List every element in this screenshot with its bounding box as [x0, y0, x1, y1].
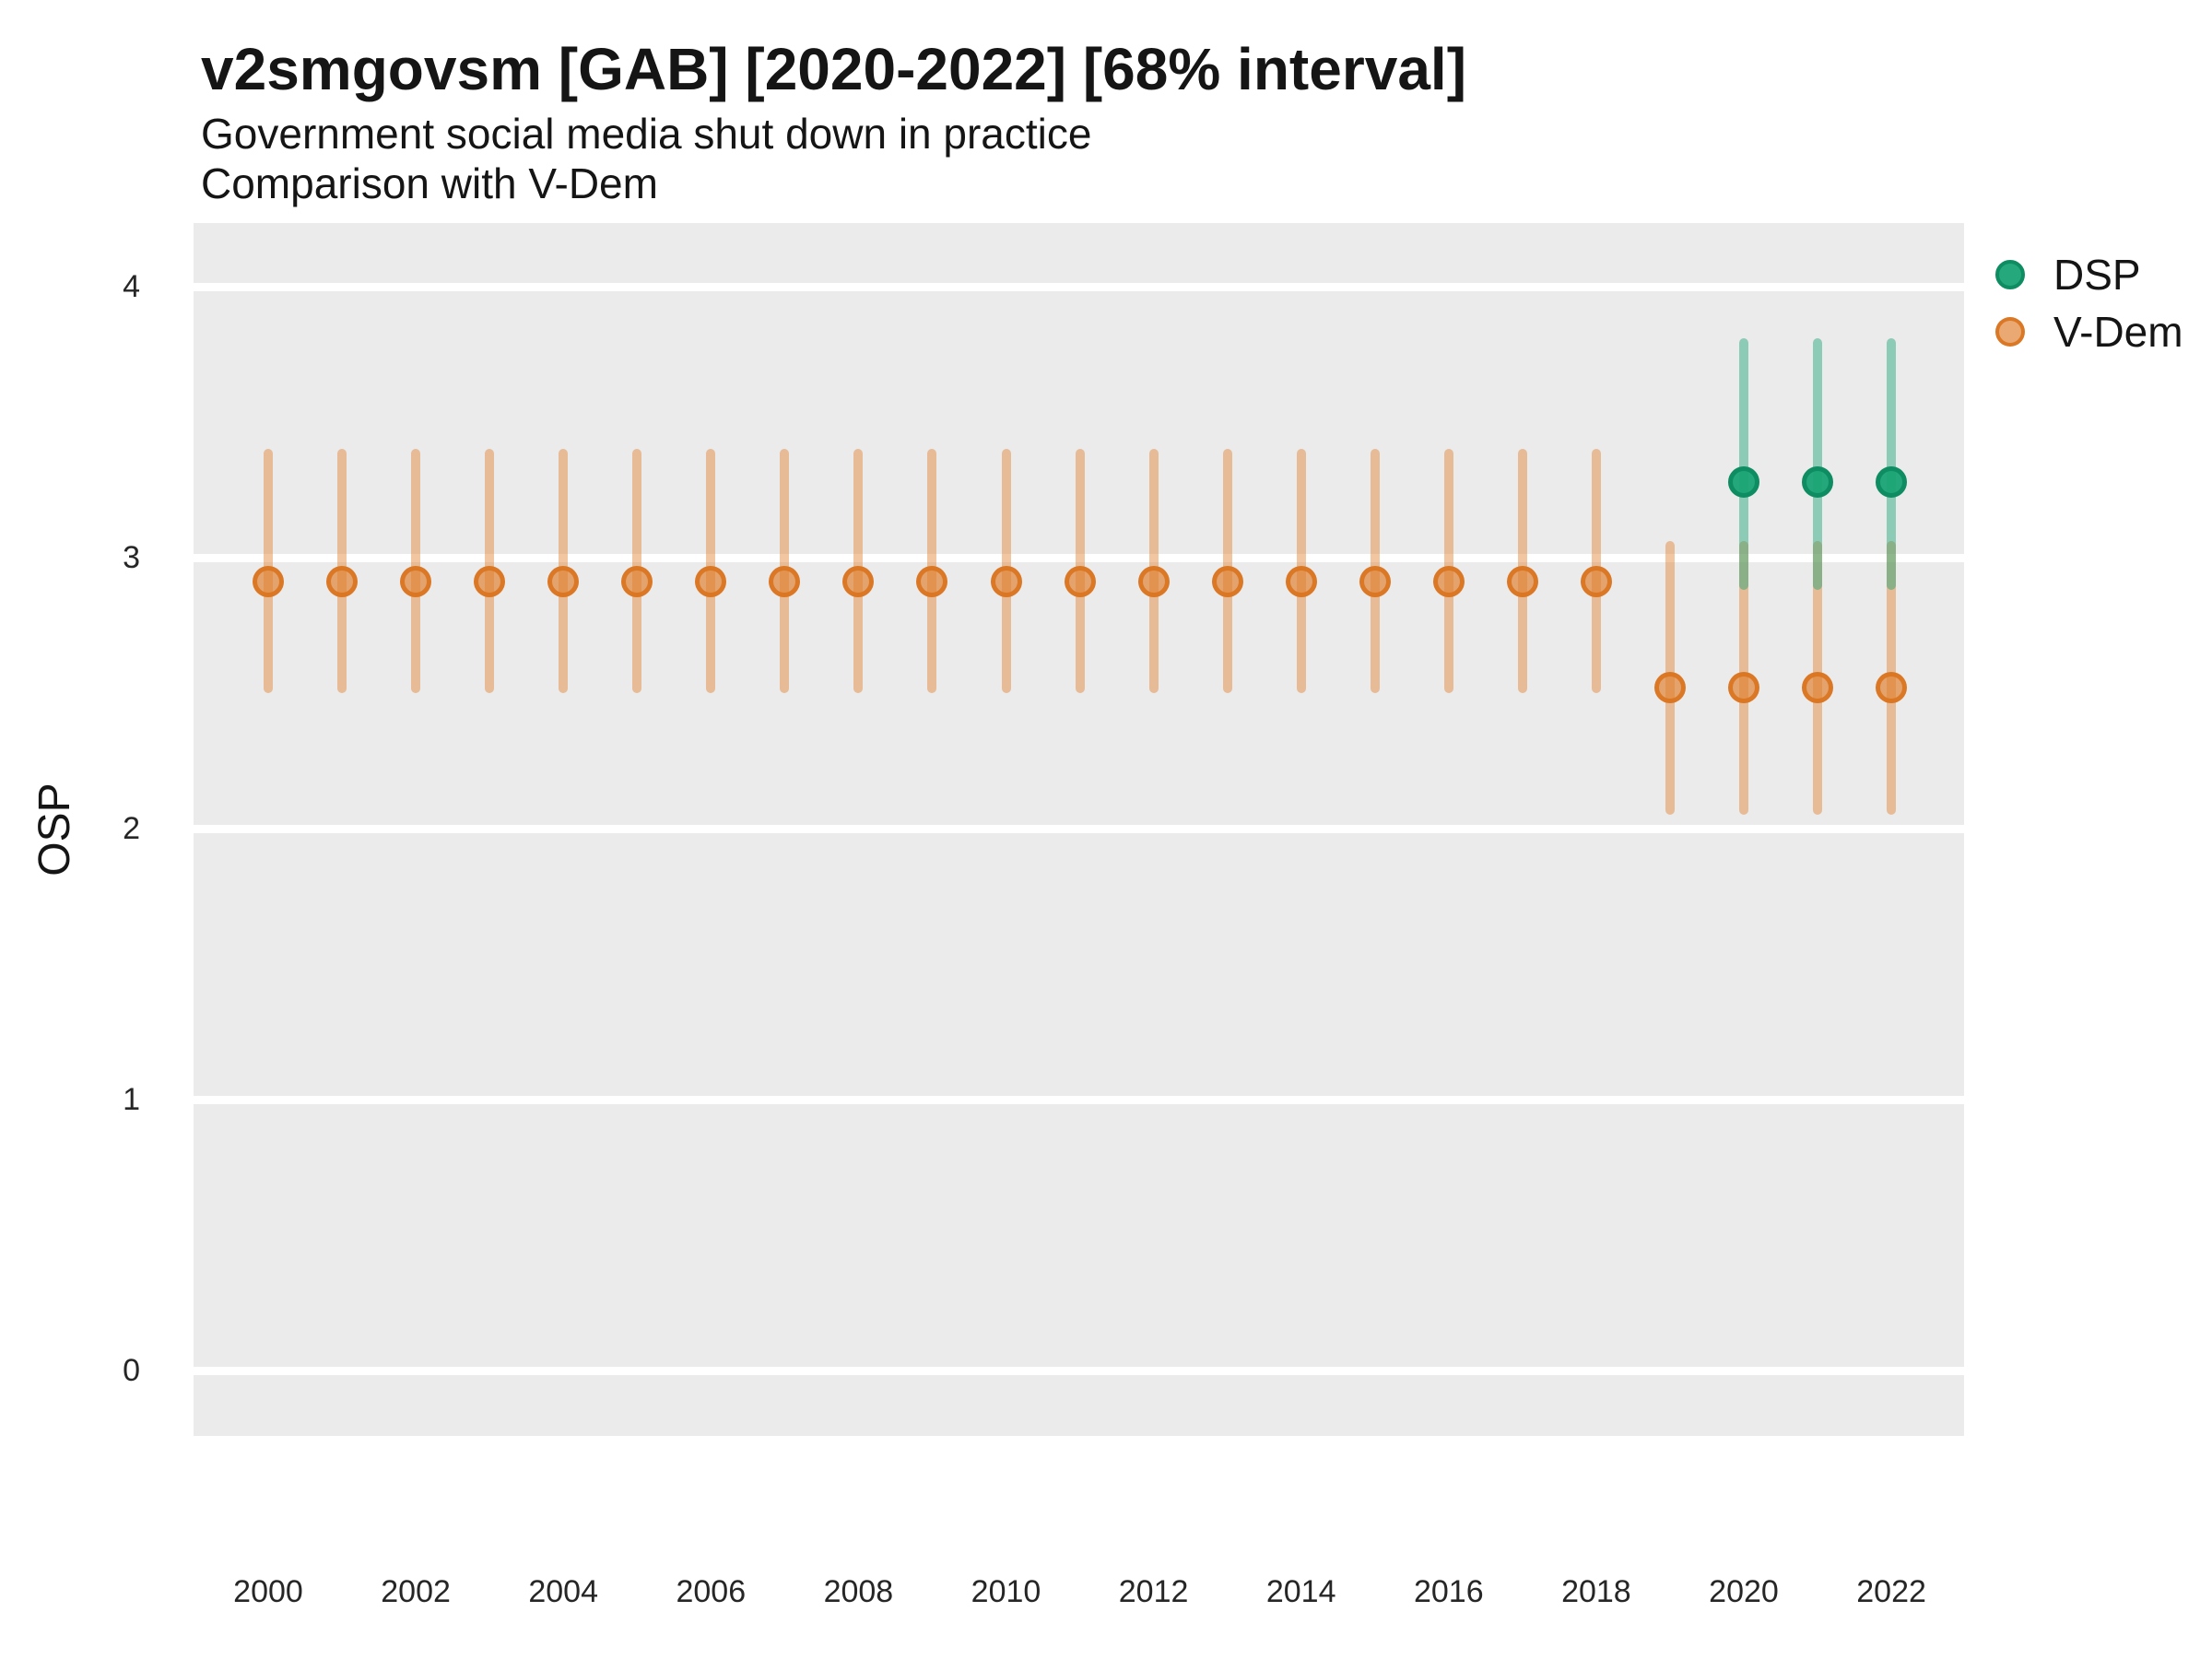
dsp-point-2022	[1876, 465, 1908, 498]
y-tick-label-0: 0	[123, 1353, 140, 1388]
vdem-point-2001	[326, 566, 359, 598]
x-tick-label-2020: 2020	[1709, 1574, 1779, 1609]
vdem-point-2000	[253, 566, 284, 598]
vdem-point-2020	[1728, 672, 1759, 704]
x-tick-label-2000: 2000	[233, 1574, 303, 1609]
y-tick-label-1: 1	[123, 1082, 140, 1117]
vdem-point-2016	[1432, 566, 1465, 598]
vdem-point-2006	[695, 566, 727, 598]
vdem-point-2004	[547, 566, 580, 598]
dsp-interval-bar-2020	[1739, 337, 1748, 591]
chart-title: v2smgovsm [GAB] [2020-2022] [68% interva…	[201, 36, 1466, 102]
vdem-point-2013	[1211, 566, 1243, 598]
vdem-point-2017	[1506, 566, 1538, 598]
vdem-point-2010	[990, 566, 1022, 598]
vdem-point-2018	[1580, 566, 1612, 598]
x-tick-label-2022: 2022	[1856, 1574, 1926, 1609]
x-tick-label-2012: 2012	[1118, 1574, 1189, 1609]
chart-subtitle-line2: Comparison with V-Dem	[201, 159, 658, 207]
vdem-point-2009	[916, 566, 948, 598]
major-gridline-y3	[194, 553, 1964, 562]
vdem-point-2007	[769, 566, 801, 598]
vdem-point-2019	[1653, 672, 1686, 704]
vdem-point-2015	[1359, 566, 1391, 598]
vdem-point-2002	[400, 566, 432, 598]
dsp-point-2021	[1802, 465, 1834, 498]
legend-label-dsp: DSP	[2053, 251, 2141, 299]
chart-subtitle-line1: Government social media shut down in pra…	[201, 110, 1092, 158]
vdem-point-2005	[621, 566, 653, 598]
x-tick-label-2008: 2008	[823, 1574, 894, 1609]
x-tick-label-2006: 2006	[676, 1574, 747, 1609]
major-gridline-y0	[194, 1366, 1964, 1375]
vdem-point-2003	[474, 566, 506, 598]
dsp-point-2020	[1728, 465, 1759, 498]
dsp-interval-bar-2022	[1887, 337, 1897, 591]
vdem-legend-dot-icon	[1995, 317, 2025, 347]
major-gridline-y4	[194, 282, 1964, 291]
x-tick-label-2016: 2016	[1413, 1574, 1484, 1609]
vdem-point-2008	[842, 566, 875, 598]
vdem-point-2022	[1876, 672, 1908, 704]
x-tick-label-2010: 2010	[971, 1574, 1041, 1609]
y-tick-label-3: 3	[123, 540, 140, 575]
x-tick-label-2004: 2004	[528, 1574, 598, 1609]
x-tick-label-2014: 2014	[1265, 1574, 1336, 1609]
vdem-point-2021	[1802, 672, 1834, 704]
vdem-point-2011	[1064, 566, 1096, 598]
major-gridline-y1	[194, 1095, 1964, 1104]
y-tick-label-4: 4	[123, 269, 140, 304]
legend-label-vdem: V-Dem	[2053, 308, 2183, 356]
x-tick-label-2018: 2018	[1561, 1574, 1631, 1609]
dsp-legend-dot-icon	[1995, 260, 2025, 289]
vdem-point-2012	[1137, 566, 1170, 598]
vdem-point-2014	[1285, 566, 1317, 598]
major-gridline-y2	[194, 824, 1964, 833]
plot-panel	[194, 223, 1964, 1436]
dsp-interval-bar-2021	[1813, 337, 1823, 591]
x-tick-label-2002: 2002	[381, 1574, 451, 1609]
y-tick-label-2: 2	[123, 811, 140, 846]
